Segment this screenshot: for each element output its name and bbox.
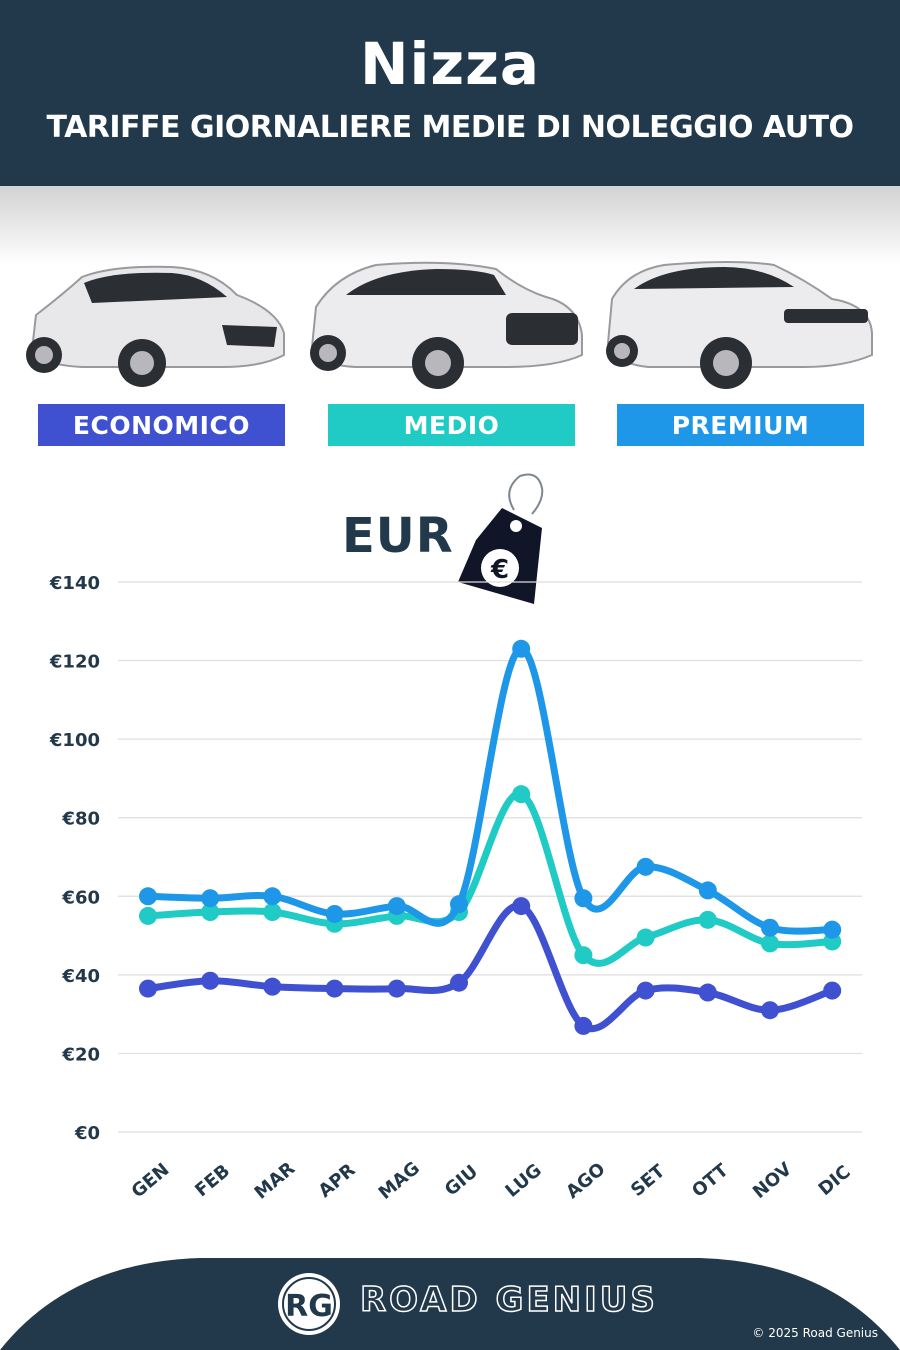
- category-medio: MEDIO: [328, 404, 575, 446]
- category-medio-label: MEDIO: [403, 410, 500, 440]
- data-point-economico: [387, 979, 406, 998]
- y-tick-label: €0: [74, 1123, 100, 1144]
- y-tick-label: €100: [49, 730, 100, 751]
- data-point-economico: [698, 983, 717, 1002]
- midsize-suv-icon: [310, 261, 583, 389]
- x-tick-label: AGO: [562, 1159, 609, 1200]
- data-point-premium: [139, 887, 157, 906]
- page-subtitle: TARIFFE GIORNALIERE MEDIE DI NOLEGGIO AU…: [46, 110, 854, 145]
- data-point-economico: [574, 1016, 593, 1035]
- y-tick-label: €140: [49, 573, 100, 594]
- category-economico: ECONOMICO: [38, 404, 285, 446]
- data-point-economico: [761, 1001, 779, 1020]
- x-tick-label: MAR: [251, 1158, 300, 1200]
- header-shadow: [0, 186, 900, 266]
- series-line-premium: [144, 645, 836, 935]
- data-point-medio: [201, 903, 220, 921]
- premium-suv-icon: [606, 261, 873, 389]
- data-point-economico: [450, 973, 468, 992]
- data-point-premium: [823, 920, 842, 939]
- data-point-premium: [263, 887, 282, 906]
- data-point-medio: [139, 906, 157, 925]
- data-point-premium: [512, 639, 531, 658]
- data-point-medio: [698, 910, 717, 929]
- economy-car-icon: [26, 265, 285, 387]
- x-tick-label: SET: [627, 1160, 670, 1200]
- y-tick-label: €120: [49, 652, 100, 673]
- data-point-economico: [823, 981, 842, 1000]
- data-point-economico: [512, 897, 531, 916]
- data-point-premium: [761, 918, 779, 937]
- logo-initials: RG: [285, 1289, 333, 1324]
- brand-name: ROAD GENIUS: [359, 1279, 658, 1321]
- page-title: Nizza: [359, 30, 541, 98]
- data-point-medio: [761, 934, 779, 953]
- data-point-premium: [636, 857, 655, 876]
- svg-text:€: €: [490, 555, 509, 585]
- y-tick-label: €80: [61, 809, 100, 830]
- data-point-medio: [636, 928, 655, 947]
- y-axis-ticks: €0 €20 €40 €60 €80 €100 €120 €140: [49, 573, 100, 1144]
- data-point-premium: [387, 897, 406, 916]
- chart-grid: [118, 581, 862, 1133]
- x-tick-label: LUG: [502, 1160, 546, 1200]
- category-premium: PREMIUM: [617, 404, 864, 446]
- x-axis-ticks: GEN FEB MAR APR MAG GIU LUG AGO SET OTT NOV DIC: [128, 1158, 855, 1200]
- y-tick-label: €60: [61, 887, 100, 908]
- x-tick-label: NOV: [749, 1159, 796, 1200]
- copyright-text: © 2025 Road Genius: [752, 1326, 878, 1340]
- x-tick-label: GIU: [441, 1161, 482, 1200]
- y-tick-label: €40: [61, 966, 100, 987]
- x-tick-label: GEN: [128, 1159, 174, 1200]
- data-point-medio: [512, 785, 531, 804]
- header-banner: [0, 0, 900, 186]
- data-point-premium: [201, 889, 220, 908]
- data-point-economico: [201, 971, 220, 990]
- data-point-premium: [325, 904, 344, 923]
- data-point-premium: [698, 881, 717, 900]
- category-economico-label: ECONOMICO: [72, 410, 251, 440]
- data-point-economico: [263, 977, 282, 996]
- chart-series: [139, 639, 842, 1035]
- x-tick-label: MAG: [375, 1158, 424, 1200]
- x-tick-label: FEB: [191, 1160, 234, 1200]
- data-point-medio: [263, 903, 282, 921]
- category-premium-label: PREMIUM: [671, 410, 810, 440]
- logo-circle: [278, 1273, 340, 1335]
- x-tick-label: APR: [315, 1159, 360, 1200]
- x-tick-label: DIC: [815, 1162, 855, 1200]
- data-point-medio: [574, 946, 593, 965]
- data-point-premium: [574, 889, 593, 908]
- y-tick-label: €20: [61, 1044, 100, 1065]
- data-point-premium: [450, 895, 468, 914]
- rates-line-chart: €0 €20 €40 €60 €80 €100 €120 €140 GEN FEB MAR APR M…: [49, 573, 862, 1200]
- x-tick-label: OTT: [688, 1159, 733, 1200]
- data-point-economico: [139, 979, 157, 998]
- price-tag-icon: €: [458, 473, 544, 604]
- data-point-economico: [636, 981, 655, 1000]
- currency-label: EUR: [342, 508, 454, 564]
- footer-band: RG: [0, 1258, 900, 1350]
- data-point-economico: [325, 979, 344, 998]
